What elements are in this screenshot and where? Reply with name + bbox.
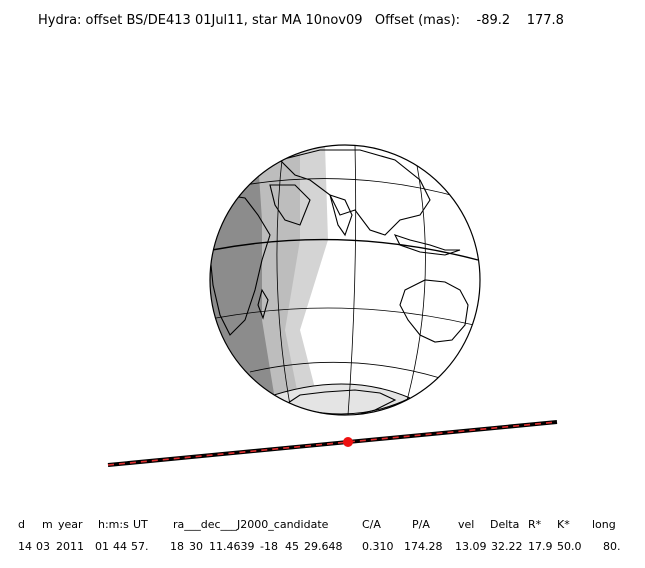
shadow-bands [210, 145, 412, 415]
header-cell: ra___dec___J2000_candidate [173, 518, 329, 531]
value-cell: 11.4639 [209, 540, 255, 553]
antarctica-coast [284, 389, 397, 415]
meridian-line [404, 154, 426, 409]
shadow-track [107, 420, 558, 467]
value-cell: 14 [18, 540, 32, 553]
graticule [211, 145, 479, 415]
globe [209, 144, 481, 416]
value-cell: 50.0 [557, 540, 582, 553]
indonesia-coast [393, 234, 461, 256]
australia-coast [399, 279, 469, 343]
arabia-coast [269, 184, 311, 226]
header-cell: m [42, 518, 53, 531]
value-cell: 17.9 [528, 540, 553, 553]
value-cell: 0.310 [362, 540, 394, 553]
latitude-line [249, 361, 441, 379]
madagascar-coast [257, 288, 269, 320]
value-cell: -18 [260, 540, 278, 553]
value-cell: 18 [170, 540, 184, 553]
header-cell: year [58, 518, 83, 531]
meridian-line [347, 145, 357, 415]
header-cell: Delta [490, 518, 520, 531]
africa-coast [210, 194, 271, 336]
value-cell: 01 [95, 540, 109, 553]
meridian-line [276, 149, 291, 406]
value-cell: 174.28 [404, 540, 443, 553]
latitude-line [227, 178, 463, 199]
value-cell: 45 [285, 540, 299, 553]
table-header-row: d m year h:m:s UT ra___dec___J2000_candi… [0, 518, 645, 534]
track-dashes [107, 421, 558, 466]
asia-coast [278, 149, 431, 236]
value-cell: 2011 [56, 540, 84, 553]
equator-line [211, 238, 479, 261]
header-cell: UT [133, 518, 148, 531]
india-coast [329, 194, 353, 237]
header-cell: vel [458, 518, 475, 531]
header-cell: d [18, 518, 25, 531]
plot-title: Hydra: offset BS/DE413 01Jul11, star MA … [38, 13, 564, 28]
header-cell: R* [528, 518, 542, 531]
header-cell: K* [557, 518, 570, 531]
value-cell: 32.22 [491, 540, 523, 553]
header-cell: long [592, 518, 616, 531]
value-cell: 29.648 [304, 540, 343, 553]
occultation-marker [343, 437, 353, 447]
value-cell: 57. [131, 540, 149, 553]
header-cell: C/A [362, 518, 381, 531]
header-cell: P/A [412, 518, 430, 531]
value-cell: 03 [36, 540, 50, 553]
globe-limb [209, 144, 481, 416]
value-cell: 44 [113, 540, 127, 553]
value-cell: 13.09 [455, 540, 487, 553]
value-cell: 30 [189, 540, 203, 553]
header-cell: h:m:s [98, 518, 129, 531]
coastlines [210, 149, 473, 415]
latitude-line [215, 307, 475, 326]
night-region [210, 160, 290, 415]
value-cell: 80. [603, 540, 621, 553]
new-zealand-coast [459, 349, 473, 372]
table-values-row: 14 03 2011 01 44 57. 18 30 11.4639 -18 4… [0, 540, 645, 556]
